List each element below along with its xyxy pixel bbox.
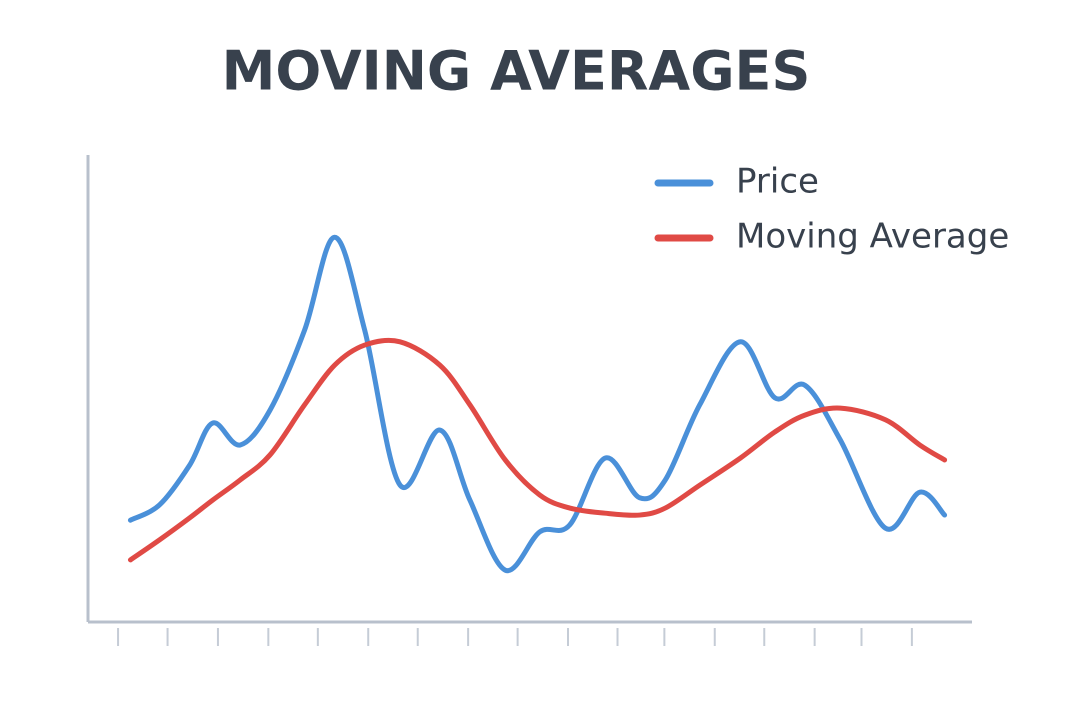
chart-title: MOVING AVERAGES	[222, 40, 811, 103]
legend-label: Price	[736, 162, 819, 202]
series-line	[127, 337, 948, 563]
series-line	[127, 234, 948, 573]
legend-label: Moving Average	[736, 217, 1009, 257]
